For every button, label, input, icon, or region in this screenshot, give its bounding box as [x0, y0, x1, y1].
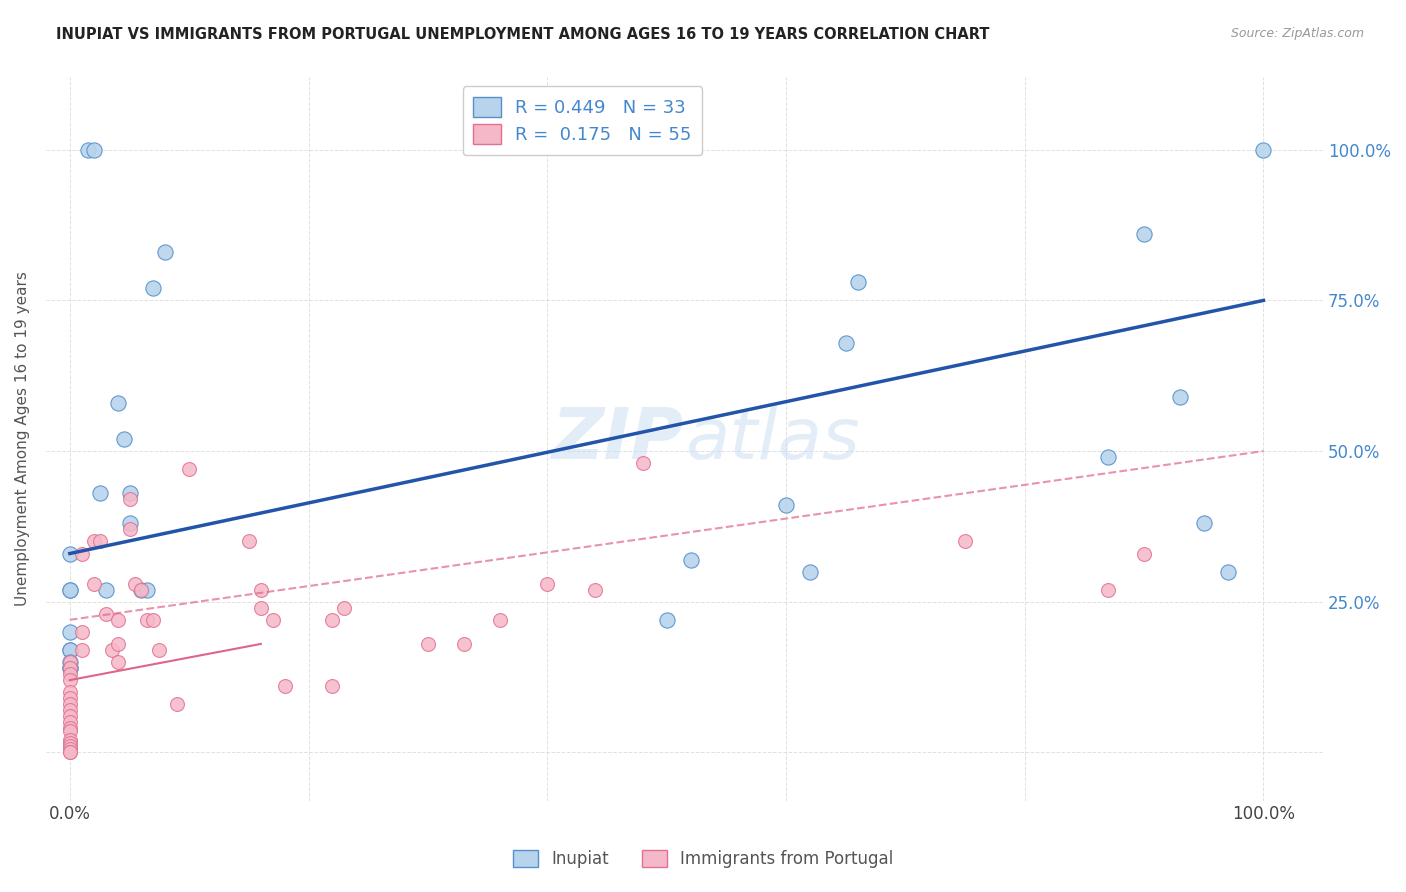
Point [321, 613, 343, 627]
Point [136, 582, 159, 597]
Point [89, 534, 111, 549]
Point [775, 499, 797, 513]
Text: Source: ZipAtlas.com: Source: ZipAtlas.com [1230, 27, 1364, 40]
Point [1253, 143, 1275, 157]
Point [118, 523, 141, 537]
Point [70, 624, 93, 639]
Point [846, 276, 869, 290]
Point [76, 143, 98, 157]
Point [1216, 565, 1239, 579]
Point [83, 143, 105, 157]
Point [953, 534, 976, 549]
Point [262, 613, 284, 627]
Point [59, 655, 82, 669]
Point [1097, 450, 1119, 464]
Point [583, 582, 606, 597]
Point [238, 534, 260, 549]
Point [59, 742, 82, 756]
Point [94, 607, 117, 621]
Point [1133, 547, 1156, 561]
Point [59, 691, 82, 706]
Point [655, 613, 678, 627]
Point [59, 709, 82, 723]
Point [416, 637, 439, 651]
Point [321, 679, 343, 693]
Point [107, 396, 129, 410]
Point [59, 673, 82, 687]
Point [453, 637, 475, 651]
Point [148, 643, 170, 657]
Point [118, 486, 141, 500]
Point [107, 613, 129, 627]
Point [100, 643, 122, 657]
Point [59, 661, 82, 675]
Point [107, 637, 129, 651]
Point [250, 600, 273, 615]
Point [59, 685, 82, 699]
Point [59, 721, 82, 735]
Point [89, 486, 111, 500]
Point [83, 534, 105, 549]
Point [488, 613, 510, 627]
Point [679, 552, 702, 566]
Point [107, 655, 129, 669]
Point [1133, 227, 1156, 241]
Point [59, 582, 82, 597]
Point [179, 462, 201, 476]
Point [59, 724, 82, 739]
Point [118, 516, 141, 531]
Point [131, 582, 153, 597]
Point [112, 432, 135, 446]
Point [155, 245, 177, 260]
Point [59, 703, 82, 717]
Point [131, 582, 153, 597]
Point [70, 643, 93, 657]
Point [834, 335, 856, 350]
Legend: Inupiat, Immigrants from Portugal: Inupiat, Immigrants from Portugal [506, 843, 900, 875]
Point [536, 576, 558, 591]
Point [273, 679, 295, 693]
Point [59, 715, 82, 730]
Point [59, 547, 82, 561]
Point [1168, 390, 1191, 404]
Point [631, 456, 654, 470]
Point [59, 733, 82, 747]
Point [59, 736, 82, 750]
Point [59, 697, 82, 711]
Point [1097, 582, 1119, 597]
Text: ZIP: ZIP [553, 405, 685, 474]
Point [59, 624, 82, 639]
Point [136, 613, 159, 627]
Point [70, 547, 93, 561]
Point [118, 492, 141, 507]
Point [59, 739, 82, 754]
Point [59, 661, 82, 675]
Point [142, 613, 165, 627]
Point [124, 576, 146, 591]
Point [166, 697, 188, 711]
Text: atlas: atlas [685, 405, 859, 474]
Y-axis label: Unemployment Among Ages 16 to 19 years: Unemployment Among Ages 16 to 19 years [15, 271, 30, 607]
Point [59, 746, 82, 760]
Point [94, 582, 117, 597]
Point [59, 643, 82, 657]
Point [59, 746, 82, 760]
Point [59, 655, 82, 669]
Legend: R = 0.449   N = 33, R =  0.175   N = 55: R = 0.449 N = 33, R = 0.175 N = 55 [463, 87, 702, 155]
Point [250, 582, 273, 597]
Text: INUPIAT VS IMMIGRANTS FROM PORTUGAL UNEMPLOYMENT AMONG AGES 16 TO 19 YEARS CORRE: INUPIAT VS IMMIGRANTS FROM PORTUGAL UNEM… [56, 27, 990, 42]
Point [59, 661, 82, 675]
Point [799, 565, 821, 579]
Point [333, 600, 356, 615]
Point [59, 582, 82, 597]
Point [59, 643, 82, 657]
Point [59, 667, 82, 681]
Point [1192, 516, 1215, 531]
Point [142, 281, 165, 295]
Point [83, 576, 105, 591]
